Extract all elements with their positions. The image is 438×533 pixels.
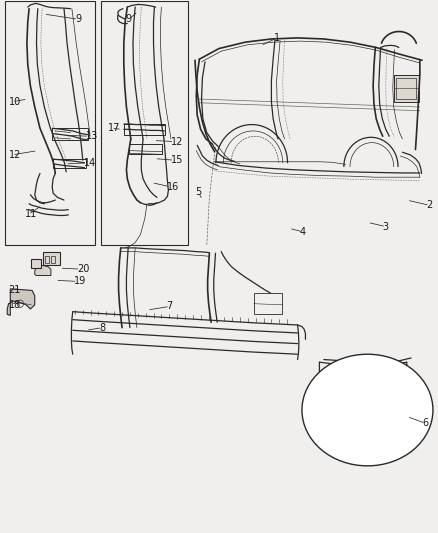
Text: 11: 11 — [25, 209, 37, 220]
Text: 18: 18 — [9, 300, 21, 310]
Polygon shape — [7, 289, 35, 316]
Bar — [396, 78, 417, 99]
Text: 9: 9 — [75, 14, 81, 25]
Text: 12: 12 — [171, 136, 184, 147]
Bar — [53, 159, 86, 167]
Bar — [31, 259, 41, 268]
Bar — [124, 124, 165, 135]
Text: 10: 10 — [9, 96, 21, 107]
Text: 7: 7 — [166, 301, 173, 311]
Text: 16: 16 — [166, 182, 179, 192]
Text: 8: 8 — [99, 322, 105, 333]
Text: 13: 13 — [86, 131, 98, 141]
Bar — [101, 1, 188, 245]
Bar — [254, 293, 283, 314]
Text: 1: 1 — [274, 33, 280, 43]
Text: 6: 6 — [422, 418, 428, 429]
Text: 17: 17 — [108, 123, 120, 133]
Bar — [130, 144, 162, 154]
Polygon shape — [35, 265, 51, 276]
Text: 14: 14 — [84, 158, 96, 168]
Bar — [51, 256, 55, 263]
Text: 21: 21 — [9, 286, 21, 295]
Text: 15: 15 — [171, 155, 184, 165]
Bar — [5, 1, 95, 245]
Text: 12: 12 — [9, 150, 21, 160]
Text: 19: 19 — [74, 277, 86, 286]
Text: 9: 9 — [125, 14, 131, 25]
Bar — [394, 75, 419, 102]
Bar — [43, 252, 60, 265]
Text: 2: 2 — [426, 200, 433, 211]
Bar — [52, 128, 88, 140]
Ellipse shape — [302, 354, 433, 466]
Text: 5: 5 — [195, 187, 201, 197]
Bar — [45, 256, 49, 263]
Text: 20: 20 — [77, 264, 89, 274]
Text: 3: 3 — [383, 222, 389, 232]
Text: 4: 4 — [300, 227, 306, 237]
